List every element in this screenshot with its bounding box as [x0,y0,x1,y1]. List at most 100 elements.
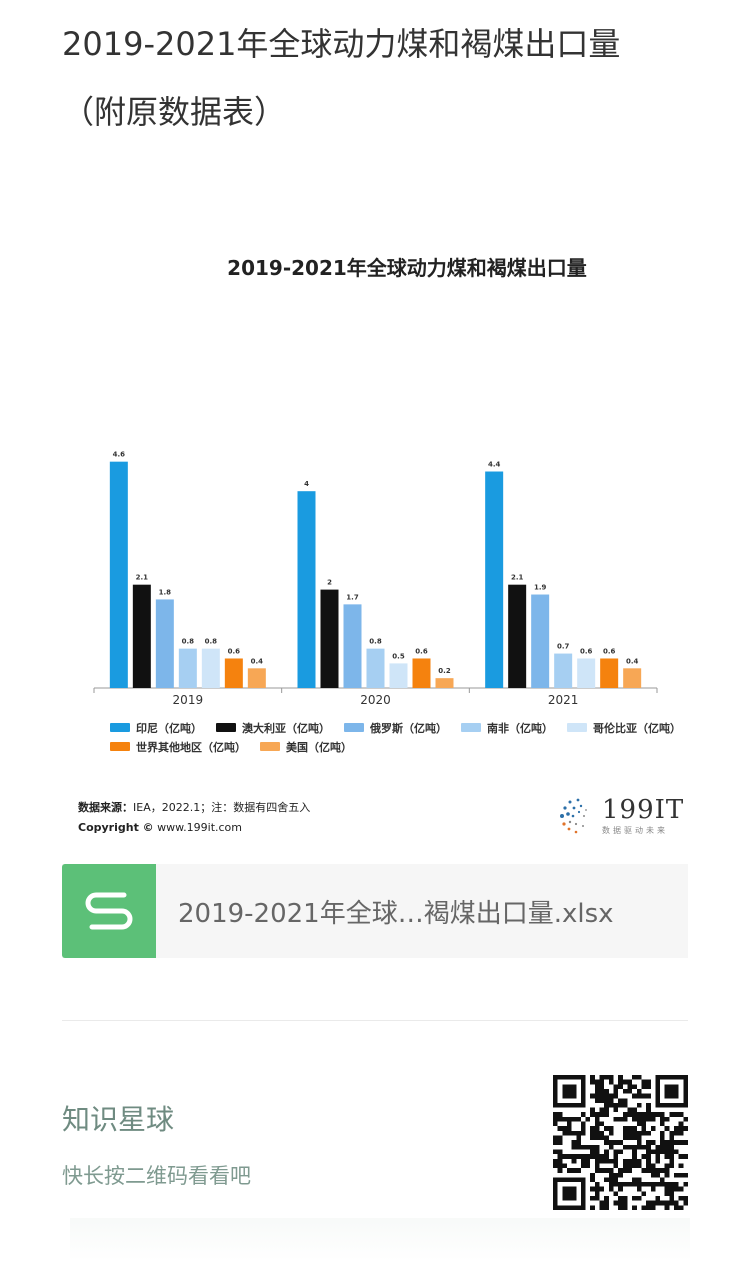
qr-module [669,1158,675,1164]
qr-module [553,1163,558,1169]
qr-module [580,1154,586,1159]
qr-module [660,1130,665,1136]
qr-module [594,1121,600,1127]
qr-module [622,1088,628,1094]
bar [155,599,174,688]
qr-module [613,1140,619,1145]
qr-module [608,1140,614,1145]
qr-module [594,1130,600,1136]
planet-hint: 快长按二维码看看吧 [62,1164,251,1188]
qr-module [599,1093,605,1099]
qr-module [632,1135,637,1141]
qr-module [678,1186,684,1192]
qr-module [604,1107,609,1113]
qr-module [674,1112,679,1117]
qr-module [650,1126,656,1131]
qr-module [604,1154,609,1159]
bar [247,668,266,688]
bar-value-label: 0.5 [392,652,405,660]
qr-module [641,1205,647,1210]
qr-module [594,1158,600,1164]
copyright-label: Copyright © [78,821,154,834]
x-tick-label: 2020 [360,693,391,707]
qr-module [590,1079,595,1085]
qr-module [664,1140,670,1145]
attachment-card[interactable]: 2019-2021年全球…褐煤出口量.xlsx [62,864,688,958]
qr-module [613,1102,619,1108]
qr-module [641,1154,647,1159]
qr-module [585,1144,591,1150]
qr-module [562,1163,567,1169]
qr-module [664,1154,670,1159]
qr-code[interactable] [553,1075,688,1210]
bar [343,604,362,688]
qr-module [622,1126,628,1131]
legend-row: 印尼（亿吨） 澳大利亚（亿吨） 俄罗斯（亿吨） 南非（亿吨） 哥伦比亚（亿吨） [110,718,681,737]
qr-module [571,1158,577,1164]
qr-module [627,1135,633,1141]
source-label: 数据来源： [78,801,133,814]
qr-module [622,1112,628,1117]
qr-module [613,1177,619,1183]
qr-module [576,1140,581,1145]
qr-module [590,1205,595,1210]
qr-module [636,1135,642,1141]
qr-module [655,1172,661,1178]
bar-value-label: 1.9 [534,584,547,592]
qr-module [613,1084,619,1089]
qr-module [678,1140,684,1145]
chart-source: 数据来源：IEA，2022.1；注：数据有四舍五入 Copyright © ww… [78,798,310,838]
qr-module [571,1140,577,1145]
qr-module [599,1107,605,1113]
qr-module [669,1154,675,1159]
bar-value-label: 0.4 [626,657,639,665]
qr-module [678,1121,684,1127]
bar [485,471,504,688]
qr-module [613,1158,619,1164]
qr-module [613,1163,619,1169]
qr-module [618,1140,623,1145]
qr-module [604,1135,609,1141]
qr-module [646,1158,651,1164]
qr-module [646,1200,651,1206]
qr-module [590,1177,595,1183]
qr-module [553,1158,558,1164]
qr-module [632,1093,637,1099]
legend-swatch [567,723,587,732]
qr-module [618,1116,623,1122]
qr-module [608,1182,614,1187]
qr-module [599,1186,605,1192]
bar-value-label: 1.8 [159,588,172,596]
qr-module [655,1149,661,1155]
bar-value-label: 2.1 [511,574,524,582]
qr-module [636,1158,642,1164]
qr-module [678,1154,684,1159]
legend-item: 哥伦比亚（亿吨） [567,720,681,736]
qr-module [557,1126,563,1131]
qr-module [622,1102,628,1108]
qr-module [636,1182,642,1187]
qr-module [618,1186,623,1192]
qr-module [618,1075,623,1080]
qr-module [632,1130,637,1136]
qr-module [590,1075,595,1080]
qr-module [669,1182,675,1187]
qr-module [608,1079,614,1085]
qr-module [669,1130,675,1136]
qr-module [683,1140,688,1145]
legend-swatch [216,723,236,732]
qr-module [632,1158,637,1164]
qr-module [641,1144,647,1150]
qr-module [641,1126,647,1131]
bar [109,461,128,688]
qr-module [650,1205,656,1210]
qr-module [613,1088,619,1094]
qr-module [650,1168,656,1173]
qr-module [562,1154,567,1159]
qr-finder-module [562,1084,577,1099]
legend-label: 南非（亿吨） [487,721,553,735]
qr-module [655,1168,661,1173]
planet-title: 知识星球 [62,1103,175,1136]
qr-module [636,1088,642,1094]
qr-module [608,1144,614,1150]
